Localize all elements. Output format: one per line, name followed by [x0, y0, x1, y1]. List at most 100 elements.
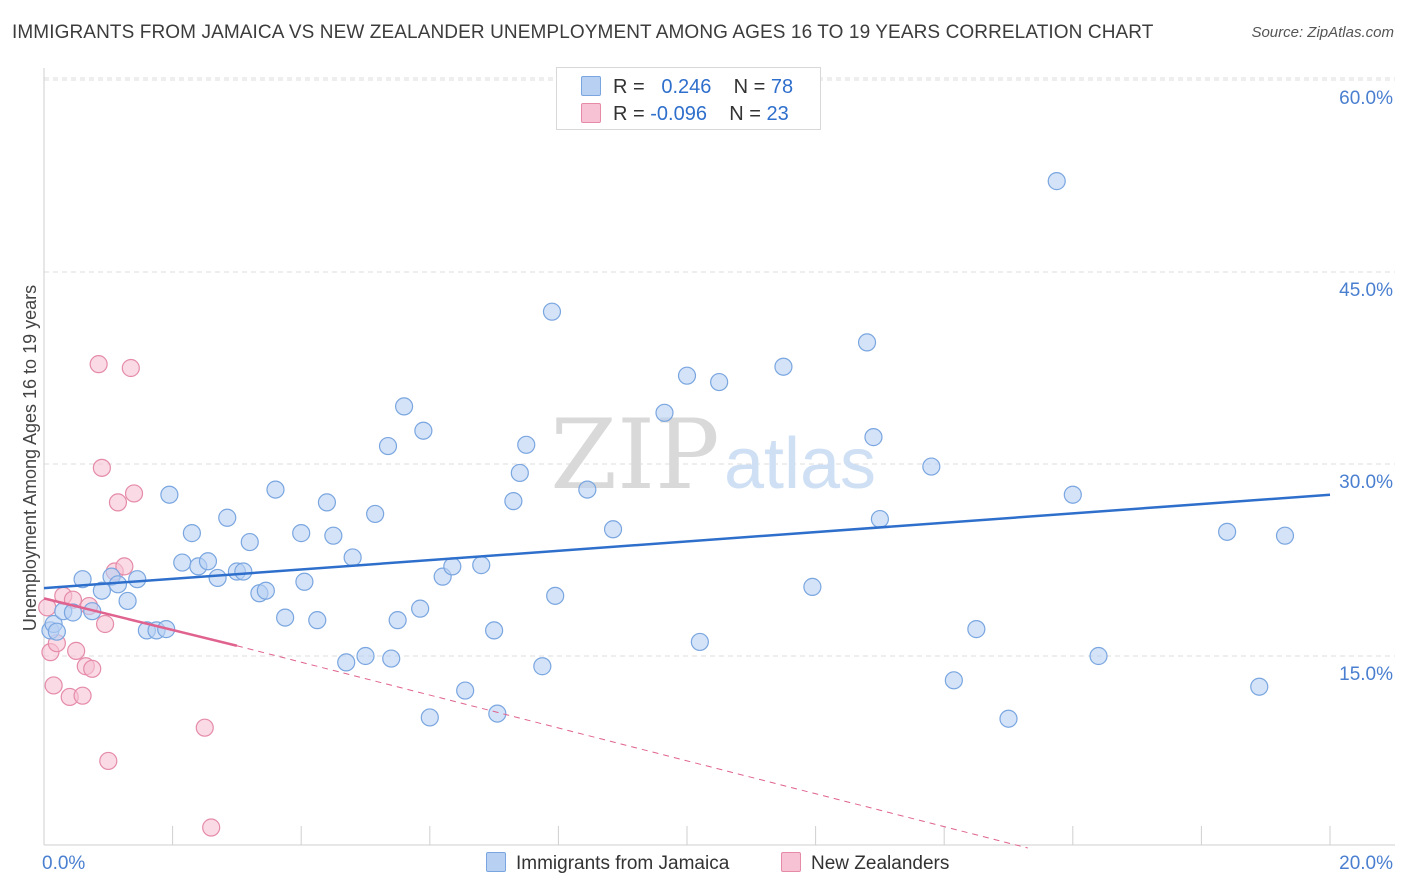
data-point-jamaica — [118, 591, 137, 611]
legend-row-new-zealanders: R = -0.096 N = 23 — [581, 103, 789, 126]
legend-label-new-zealanders: New Zealanders — [811, 853, 950, 874]
data-point-jamaica — [308, 611, 327, 630]
data-point-jamaica — [388, 611, 407, 630]
data-point-new-zealanders — [202, 818, 221, 837]
data-point-jamaica — [366, 504, 385, 524]
data-point-new-zealanders — [121, 358, 140, 378]
data-point-jamaica — [655, 403, 674, 422]
correlation-legend: R = 0.246 N = 78 R = -0.096 N = 23 — [556, 67, 821, 130]
data-point-jamaica — [472, 556, 491, 575]
data-point-new-zealanders — [99, 751, 118, 771]
series-new-zealanders — [38, 355, 221, 837]
legend-r-value: 0.246 — [661, 76, 712, 98]
data-point-jamaica — [276, 608, 295, 627]
chart-title: IMMIGRANTS FROM JAMAICA VS NEW ZEALANDER… — [12, 22, 1154, 43]
data-point-jamaica — [1047, 172, 1066, 191]
y-tick-label: 60.0% — [1339, 88, 1393, 109]
data-point-jamaica — [603, 520, 623, 539]
watermark-atlas: atlas — [724, 424, 876, 504]
data-point-jamaica — [234, 562, 253, 581]
data-point-jamaica — [337, 653, 356, 672]
data-point-jamaica — [533, 657, 552, 676]
data-point-jamaica — [857, 333, 877, 352]
y-axis-label: Unemployment Among Ages 16 to 19 years — [20, 285, 40, 631]
trend-line-jamaica — [43, 493, 1331, 590]
data-point-jamaica — [218, 508, 237, 527]
data-point-new-zealanders — [92, 458, 111, 477]
data-point-jamaica — [160, 485, 179, 504]
data-point-jamaica — [198, 552, 218, 571]
trend-line-new-zealanders — [43, 597, 238, 647]
data-point-new-zealanders — [73, 686, 92, 705]
data-point-jamaica — [803, 577, 822, 596]
data-point-new-zealanders — [124, 484, 144, 503]
data-point-new-zealanders — [108, 493, 128, 512]
y-tick-label: 30.0% — [1339, 472, 1393, 493]
data-point-jamaica — [292, 524, 311, 543]
x-tick-label: 0.0% — [42, 853, 85, 874]
data-point-jamaica — [317, 493, 337, 512]
data-point-jamaica — [92, 581, 111, 600]
data-point-new-zealanders — [89, 355, 108, 374]
data-point-jamaica — [542, 302, 562, 321]
chart-source: Source: ZipAtlas.com — [1251, 24, 1394, 41]
data-point-jamaica — [343, 548, 362, 567]
data-point-jamaica — [128, 570, 147, 589]
data-point-jamaica — [510, 463, 529, 483]
data-point-jamaica — [420, 708, 439, 727]
data-point-jamaica — [411, 599, 430, 618]
trend-line-new-zealanders-extension — [236, 645, 1028, 849]
data-point-jamaica — [1275, 526, 1295, 545]
data-point-jamaica — [173, 553, 192, 572]
data-point-jamaica — [73, 570, 92, 589]
data-point-new-zealanders — [67, 641, 86, 660]
data-point-jamaica — [485, 621, 504, 640]
legend-label-jamaica: Immigrants from Jamaica — [516, 853, 730, 874]
data-point-jamaica — [324, 526, 343, 545]
data-point-jamaica — [870, 509, 890, 529]
data-point-jamaica — [690, 632, 709, 652]
data-point-jamaica — [864, 428, 883, 447]
legend-item-jamaica[interactable]: Immigrants from Jamaica — [486, 852, 729, 875]
legend-row-jamaica: R = 0.246 N = 78 — [581, 76, 793, 99]
legend-r-label: R = — [613, 76, 645, 98]
data-point-new-zealanders — [95, 614, 115, 634]
data-point-jamaica — [944, 671, 963, 690]
data-point-jamaica — [999, 709, 1018, 728]
legend-swatch-pink — [781, 852, 801, 872]
legend-r-label: R = — [613, 103, 645, 125]
data-point-jamaica — [295, 572, 314, 591]
data-point-jamaica — [414, 421, 433, 440]
legend-item-new-zealanders[interactable]: New Zealanders — [781, 852, 949, 875]
legend-n-label: N = — [733, 76, 766, 98]
data-point-jamaica — [517, 435, 536, 454]
data-point-jamaica — [47, 622, 66, 641]
legend-swatch-blue — [581, 76, 601, 96]
data-point-new-zealanders — [195, 718, 214, 737]
data-point-jamaica — [677, 366, 697, 385]
x-tick-labels: 0.0% 20.0% — [42, 853, 1393, 874]
legend-n-value: 78 — [770, 76, 794, 98]
watermark-zip: ZIP — [550, 399, 719, 511]
data-point-jamaica — [182, 524, 201, 543]
axes — [43, 68, 1395, 846]
data-point-jamaica — [394, 397, 414, 416]
data-point-jamaica — [63, 603, 83, 622]
data-point-jamaica — [922, 457, 941, 476]
data-point-jamaica — [1063, 485, 1082, 504]
legend-swatch-blue — [486, 852, 506, 872]
x-tick-label: 20.0% — [1339, 853, 1393, 874]
data-point-jamaica — [256, 581, 275, 600]
series-immigrants-from-jamaica — [41, 172, 1295, 728]
data-point-jamaica — [774, 357, 793, 376]
legend-swatch-pink — [581, 103, 601, 123]
data-point-jamaica — [266, 480, 285, 499]
y-tick-label: 15.0% — [1339, 664, 1393, 685]
legend-r-value: -0.096 — [650, 103, 707, 125]
data-point-jamaica — [504, 492, 523, 511]
legend-n-label: N = — [729, 103, 761, 125]
data-point-jamaica — [382, 649, 401, 668]
data-point-new-zealanders — [44, 676, 63, 695]
data-point-jamaica — [456, 681, 475, 700]
